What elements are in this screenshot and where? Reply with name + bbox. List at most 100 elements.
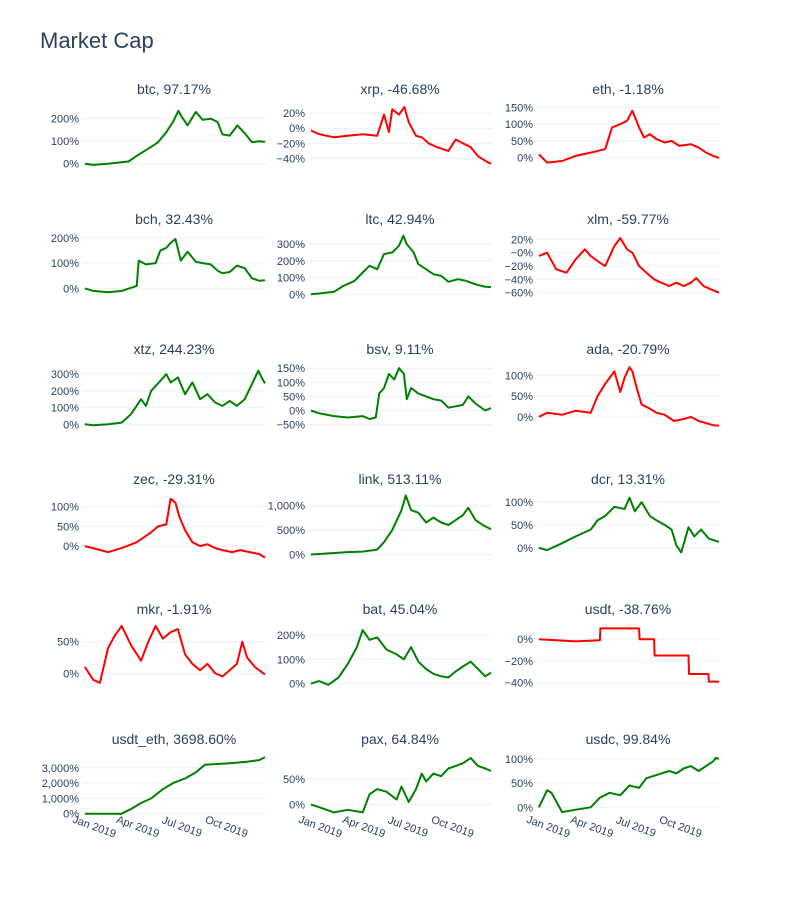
series-line — [538, 237, 720, 294]
y-tick-label: 0% — [517, 634, 533, 646]
y-tick-label: 100% — [505, 754, 533, 766]
series-line — [310, 494, 492, 556]
y-tick-label: 100% — [505, 497, 533, 509]
series-line — [537, 756, 720, 814]
subplot-xrp: −40% −20% 0% 20% xrp, -46.68% — [277, 81, 492, 165]
series-line — [84, 497, 266, 559]
y-tick-label: 100% — [277, 273, 305, 285]
x-tick-label: Oct 2019 — [657, 814, 703, 841]
y-tick-label: 1,000% — [42, 793, 80, 805]
y-tick-label: 200% — [51, 114, 79, 126]
subplot-title: xtz, 244.23% — [134, 341, 215, 357]
subplot-title: btc, 97.17% — [137, 81, 211, 97]
subplot-title: ltc, 42.94% — [365, 211, 434, 227]
subplot-zec: 0% 50% 100% zec, -29.31% — [51, 471, 266, 559]
subplot-title: bch, 32.43% — [135, 211, 213, 227]
y-tick-label: 0% — [289, 289, 305, 301]
subplot-bsv: −50% 0% 50% 100% 150% bsv, 9.11% — [277, 341, 492, 432]
subplot-title: usdt, -38.76% — [585, 601, 671, 617]
y-tick-label: 0% — [517, 153, 533, 165]
y-tick-label: 100% — [505, 119, 533, 131]
series-line — [310, 234, 492, 296]
x-tick-label: Jul 2019 — [386, 814, 429, 840]
y-tick-label: 200% — [277, 256, 305, 268]
x-tick-label: Apr 2019 — [569, 814, 615, 841]
y-tick-label: 150% — [277, 363, 305, 375]
subplot-title: eth, -1.18% — [592, 81, 664, 97]
subplot-title: xrp, -46.68% — [360, 81, 439, 97]
series-line — [84, 756, 266, 815]
y-tick-label: 1,000% — [268, 500, 306, 512]
y-tick-label: 50% — [283, 391, 305, 403]
y-tick-label: −20% — [505, 656, 534, 668]
subplot-title: ada, -20.79% — [586, 341, 669, 357]
subplot-title: pax, 64.84% — [361, 731, 439, 747]
subplot-eth: 0% 50% 100% 150% eth, -1.18% — [505, 81, 720, 165]
subplot-title: dcr, 13.31% — [591, 471, 665, 487]
y-tick-label: 0% — [517, 543, 533, 555]
subplot-title: link, 513.11% — [358, 471, 441, 487]
x-tick-label: Jan 2019 — [71, 814, 118, 841]
x-tick-label: Apr 2019 — [341, 814, 387, 841]
y-tick-label: 50% — [57, 521, 79, 533]
series-line — [310, 367, 492, 420]
subplot-ltc: 0% 100% 200% 300% ltc, 42.94% — [277, 211, 492, 301]
y-tick-label: 200% — [277, 630, 305, 642]
subplot-xtz: 0% 100% 200% 300% xtz, 244.23% — [51, 341, 266, 431]
subplot-title: zec, -29.31% — [133, 471, 215, 487]
y-tick-label: −0% — [511, 248, 534, 260]
series-line — [538, 496, 720, 554]
series-line — [84, 238, 266, 294]
y-tick-label: 0% — [289, 123, 305, 135]
page-title: Market Cap — [40, 28, 154, 53]
subplot-bat: 0% 100% 200% bat, 45.04% — [277, 601, 492, 691]
y-tick-label: 50% — [511, 136, 533, 148]
y-tick-label: 0% — [289, 800, 305, 812]
series-line — [84, 624, 266, 684]
x-tick-label: Jan 2019 — [297, 814, 344, 841]
y-tick-label: 0% — [63, 159, 79, 171]
y-tick-label: −60% — [505, 288, 534, 300]
series-line — [84, 109, 266, 166]
y-tick-label: 3,000% — [42, 763, 80, 775]
y-tick-label: 50% — [511, 520, 533, 532]
y-tick-label: 50% — [511, 391, 533, 403]
y-tick-label: 0% — [63, 283, 79, 295]
y-tick-label: −40% — [277, 153, 306, 165]
subplot-link: 0% 500% 1,000% link, 513.11% — [268, 471, 492, 562]
y-tick-label: 200% — [51, 386, 79, 398]
series-line — [84, 369, 266, 427]
y-tick-label: 2,000% — [42, 778, 80, 790]
y-tick-label: 0% — [517, 412, 533, 424]
y-tick-label: 100% — [51, 136, 79, 148]
y-tick-label: 0% — [289, 679, 305, 691]
y-tick-label: 200% — [51, 233, 79, 245]
series-line — [310, 757, 492, 814]
y-tick-label: 100% — [51, 403, 79, 415]
y-tick-label: 100% — [51, 502, 79, 514]
series-line — [310, 106, 492, 165]
y-tick-label: 50% — [511, 778, 533, 790]
subplot-xlm: −60% −40%−20%−0% 20% xlm, -59.77% — [505, 211, 720, 300]
y-tick-label: 20% — [511, 234, 533, 246]
series-line — [538, 627, 719, 683]
y-tick-label: 0% — [63, 668, 79, 680]
subplot-title: usdt_eth, 3698.60% — [112, 731, 237, 747]
series-line — [538, 366, 720, 427]
y-tick-label: 20% — [283, 108, 305, 120]
y-tick-label: 300% — [51, 369, 79, 381]
subplot-dcr: 0% 50% 100% dcr, 13.31% — [505, 471, 720, 555]
y-tick-label: 100% — [277, 377, 305, 389]
subplot-usdt_eth: 0% 1,000% 2,000% 3,000% usdt_eth, 3698.60% Ja… — [42, 731, 266, 841]
y-tick-label: −20% — [505, 261, 534, 273]
x-tick-label: Apr 2019 — [115, 814, 161, 841]
subplot-title: bat, 45.04% — [363, 601, 438, 617]
x-tick-label: Jan 2019 — [525, 814, 572, 841]
x-tick-label: Oct 2019 — [203, 814, 249, 841]
x-tick-label: Oct 2019 — [429, 814, 475, 841]
subplot-btc: 0% 100% 200% btc, 97.17% — [51, 81, 266, 171]
subplot-ada: 0% 50% 100% ada, -20.79% — [505, 341, 720, 427]
